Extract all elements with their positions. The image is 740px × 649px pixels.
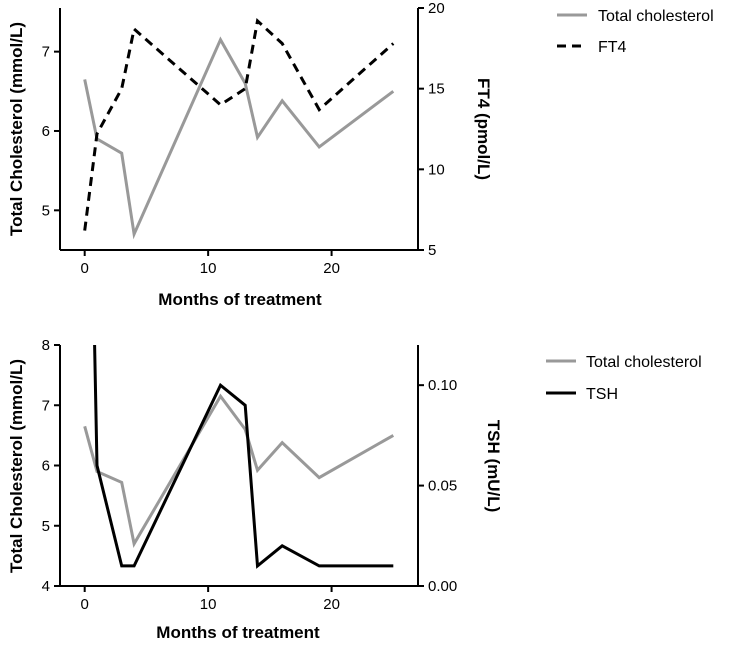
left-y-tick-label: 8 bbox=[42, 337, 50, 354]
series-line-total-cholesterol bbox=[83, 393, 395, 548]
panel2-series bbox=[83, 344, 395, 569]
panel2-left-axis-title: Total Cholesterol (mmol/L) bbox=[7, 359, 26, 573]
right-y-tick-label: 0.10 bbox=[428, 377, 457, 394]
right-y-tick-label: 10 bbox=[428, 161, 445, 178]
panel2-x-axis-title: Months of treatment bbox=[156, 623, 320, 642]
panel1-legend: Total cholesterol FT4 bbox=[557, 8, 714, 56]
x-tick-label: 0 bbox=[81, 596, 89, 613]
series-line-ft4 bbox=[83, 17, 395, 231]
panel2-legend: Total cholesterol TSH bbox=[546, 354, 702, 403]
x-tick-label: 0 bbox=[81, 260, 89, 277]
right-y-tick-label: 0.05 bbox=[428, 478, 457, 495]
panel1-right-axis-title: FT4 (pmol/L) bbox=[474, 78, 493, 180]
legend-label-tsh: TSH bbox=[586, 386, 618, 403]
right-y-tick-label: 5 bbox=[428, 242, 436, 259]
x-tick-label: 10 bbox=[200, 260, 217, 277]
panel1-axes bbox=[59, 8, 419, 251]
x-tick-label: 10 bbox=[200, 596, 217, 613]
left-y-tick-label: 6 bbox=[42, 458, 50, 475]
legend-label-total-cholesterol: Total cholesterol bbox=[598, 8, 714, 25]
panel1-series bbox=[83, 17, 395, 240]
cholesterol-tsh-chart: 0 10 20 4 5 6 7 8 0.00 0.05 0.10 Months of treatme… bbox=[7, 337, 702, 642]
right-y-tick-label: 15 bbox=[428, 81, 445, 98]
panel1-left-axis-title: Total Cholesterol (mmol/L) bbox=[7, 22, 26, 236]
legend-label-total-cholesterol-2: Total cholesterol bbox=[586, 354, 702, 371]
cholesterol-ft4-chart: 0 10 20 5 6 7 5 10 15 20 Months of treatment Tota… bbox=[7, 0, 714, 309]
right-y-tick-label: 20 bbox=[428, 0, 445, 17]
panel1-x-axis-title: Months of treatment bbox=[158, 290, 322, 309]
left-y-tick-label: 7 bbox=[42, 397, 50, 414]
left-y-tick-label: 7 bbox=[42, 44, 50, 61]
left-y-tick-label: 5 bbox=[42, 202, 50, 219]
panel2-right-axis-title: TSH (mU/L) bbox=[484, 420, 503, 513]
x-tick-label: 20 bbox=[323, 596, 340, 613]
panel1-ticks: 0 10 20 5 6 7 5 10 15 20 bbox=[42, 0, 445, 277]
left-y-tick-label: 4 bbox=[42, 578, 50, 595]
panel2-ticks: 0 10 20 4 5 6 7 8 0.00 0.05 0.10 bbox=[42, 337, 458, 613]
series-line-tsh bbox=[93, 344, 394, 569]
panel2-axes bbox=[59, 345, 419, 587]
series-line-total-cholesterol bbox=[83, 36, 395, 240]
right-y-tick-label: 0.00 bbox=[428, 578, 457, 595]
x-tick-label: 20 bbox=[323, 260, 340, 277]
left-y-tick-label: 5 bbox=[42, 518, 50, 535]
left-y-tick-label: 6 bbox=[42, 123, 50, 140]
legend-label-ft4: FT4 bbox=[598, 39, 627, 56]
